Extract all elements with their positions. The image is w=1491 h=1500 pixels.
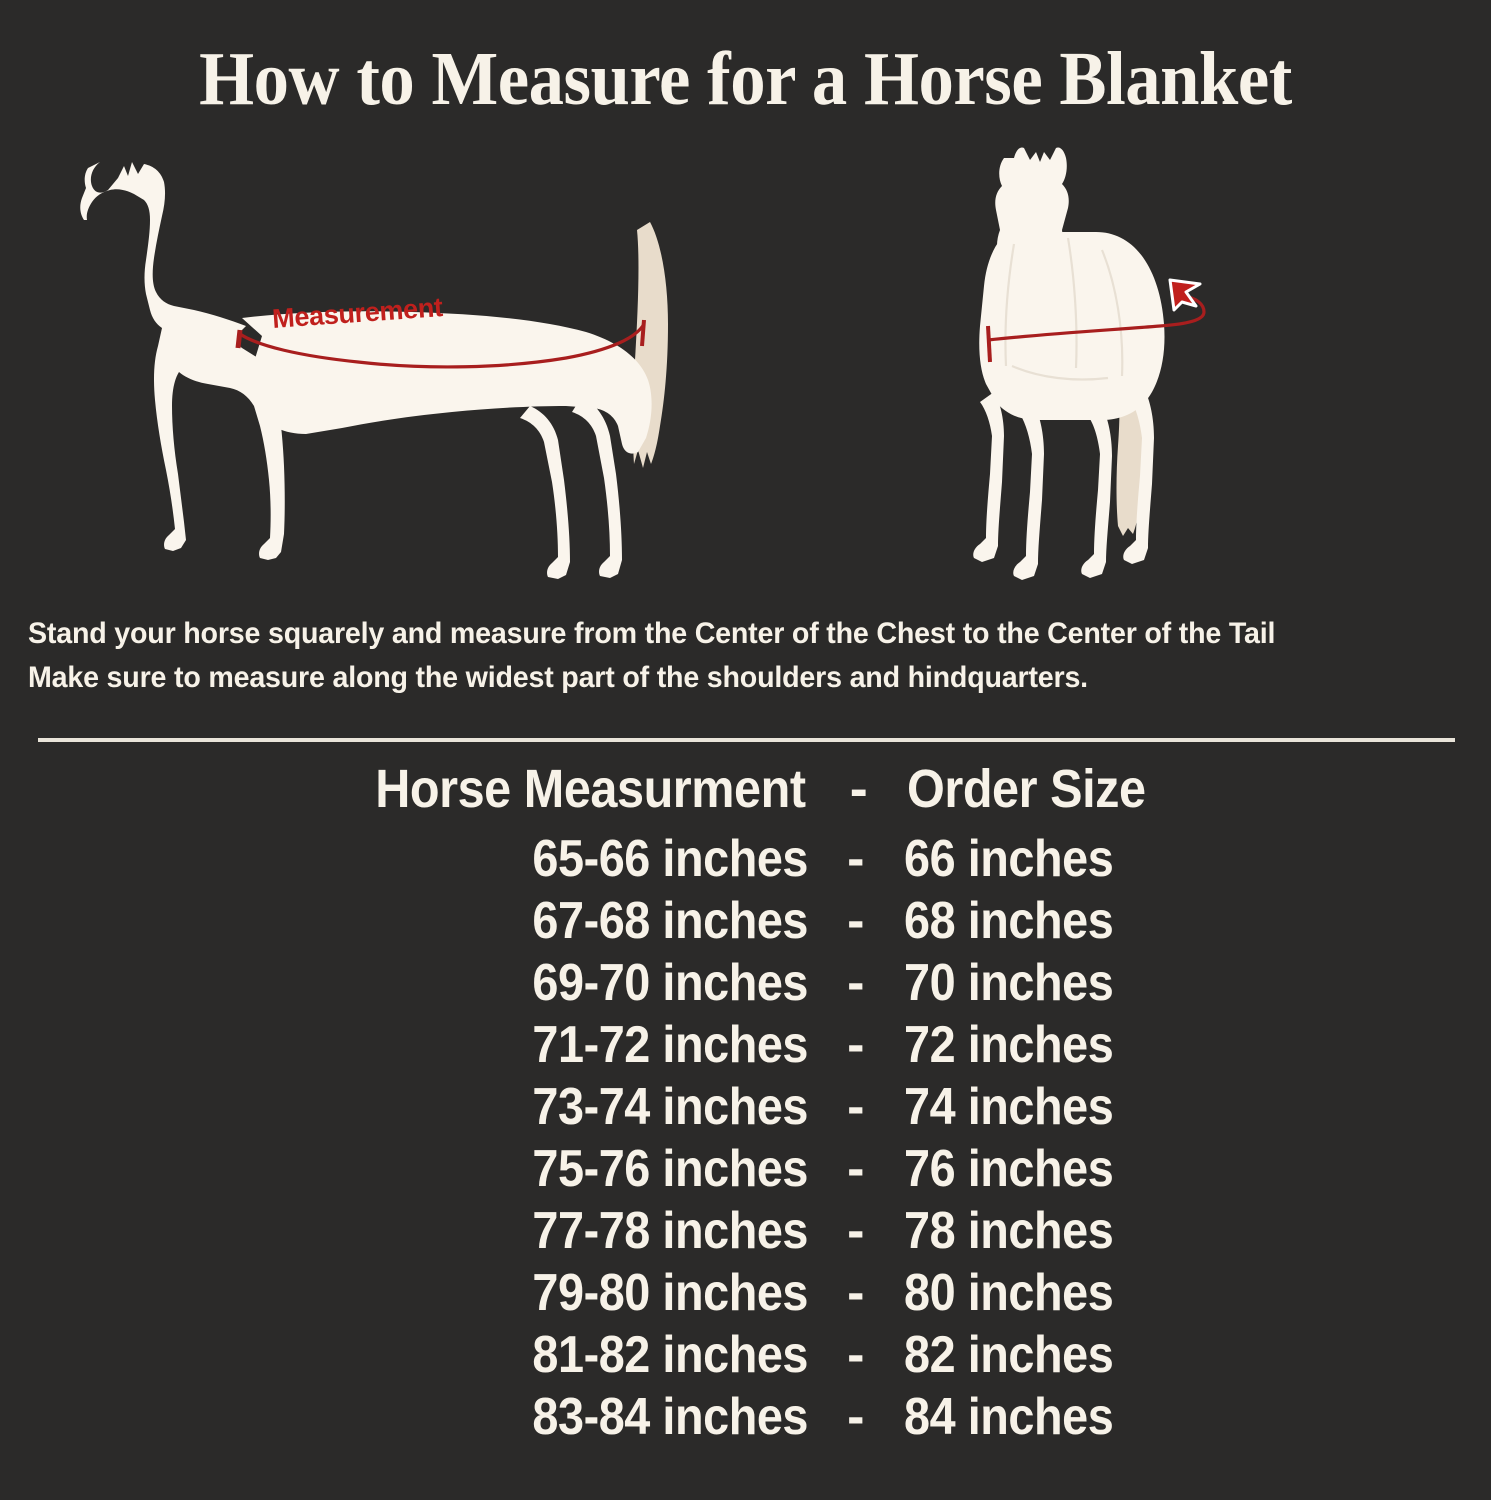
rear-view-horse-illustration	[952, 134, 1272, 584]
instruction-line-2: Make sure to measure along the widest pa…	[28, 661, 1088, 694]
table-row: 67-68 inches -68 inches	[0, 890, 1491, 952]
cell-order-size: 68 inches	[903, 892, 1114, 950]
cell-measurement: 81-82 inches	[531, 1326, 808, 1384]
cell-measurement: 69-70 inches	[531, 954, 808, 1012]
table-row: 83-84 inches -84 inches	[0, 1386, 1491, 1448]
cell-dash: -	[847, 1202, 864, 1260]
cell-order-size: 76 inches	[903, 1140, 1114, 1198]
table-row: 79-80 inches -80 inches	[0, 1262, 1491, 1324]
measurement-line	[235, 319, 646, 369]
cell-order-size: 70 inches	[903, 954, 1114, 1012]
cell-dash: -	[847, 1016, 864, 1074]
cell-dash: -	[847, 1078, 864, 1136]
table-header-measurement: Horse Measurment	[374, 759, 806, 819]
cell-measurement: 67-68 inches	[531, 892, 808, 950]
section-divider	[38, 738, 1455, 742]
cell-measurement: 77-78 inches	[531, 1202, 808, 1260]
cell-dash: -	[847, 1140, 864, 1198]
cell-order-size: 72 inches	[903, 1016, 1114, 1074]
cell-order-size: 78 inches	[903, 1202, 1114, 1260]
cell-order-size: 80 inches	[903, 1264, 1114, 1322]
size-chart-table: Horse Measurment - Order Size 65-66 inch…	[0, 756, 1491, 1448]
cell-measurement: 65-66 inches	[531, 830, 808, 888]
table-row: 71-72 inches -72 inches	[0, 1014, 1491, 1076]
table-header-row: Horse Measurment - Order Size	[0, 756, 1491, 822]
cell-order-size: 74 inches	[903, 1078, 1114, 1136]
horse-body-rear	[973, 147, 1165, 580]
cell-measurement: 79-80 inches	[531, 1264, 808, 1322]
cell-order-size: 82 inches	[903, 1326, 1114, 1384]
illustration-band: Measurement	[0, 128, 1491, 588]
table-body: 65-66 inches -66 inches 67-68 inches -68 in…	[0, 828, 1491, 1448]
table-row: 77-78 inches -78 inches	[0, 1200, 1491, 1262]
cell-dash: -	[847, 892, 864, 950]
cell-measurement: 73-74 inches	[531, 1078, 808, 1136]
cell-dash: -	[847, 1388, 864, 1446]
table-header-order-size: Order Size	[906, 759, 1146, 819]
table-row: 65-66 inches -66 inches	[0, 828, 1491, 890]
cell-dash: -	[847, 830, 864, 888]
page-title: How to Measure for a Horse Blanket	[199, 37, 1292, 121]
cell-dash: -	[847, 954, 864, 1012]
cell-measurement: 83-84 inches	[531, 1388, 808, 1446]
cell-order-size: 84 inches	[903, 1388, 1114, 1446]
cell-measurement: 71-72 inches	[531, 1016, 808, 1074]
table-row: 69-70 inches -70 inches	[0, 952, 1491, 1014]
cell-measurement: 75-76 inches	[531, 1140, 808, 1198]
table-row: 81-82 inches -82 inches	[0, 1324, 1491, 1386]
cell-dash: -	[847, 1264, 864, 1322]
instruction-line-1: Stand your horse squarely and measure fr…	[28, 617, 1276, 650]
measurement-arrow	[986, 278, 1206, 363]
instructions-text: Stand your horse squarely and measure fr…	[28, 612, 1425, 700]
table-row: 73-74 inches -74 inches	[0, 1076, 1491, 1138]
side-view-horse-illustration: Measurement	[62, 134, 702, 584]
table-header-dash: -	[849, 759, 868, 819]
cell-order-size: 66 inches	[903, 830, 1114, 888]
table-row: 75-76 inches -76 inches	[0, 1138, 1491, 1200]
cell-dash: -	[847, 1326, 864, 1384]
horse-body	[80, 162, 652, 579]
